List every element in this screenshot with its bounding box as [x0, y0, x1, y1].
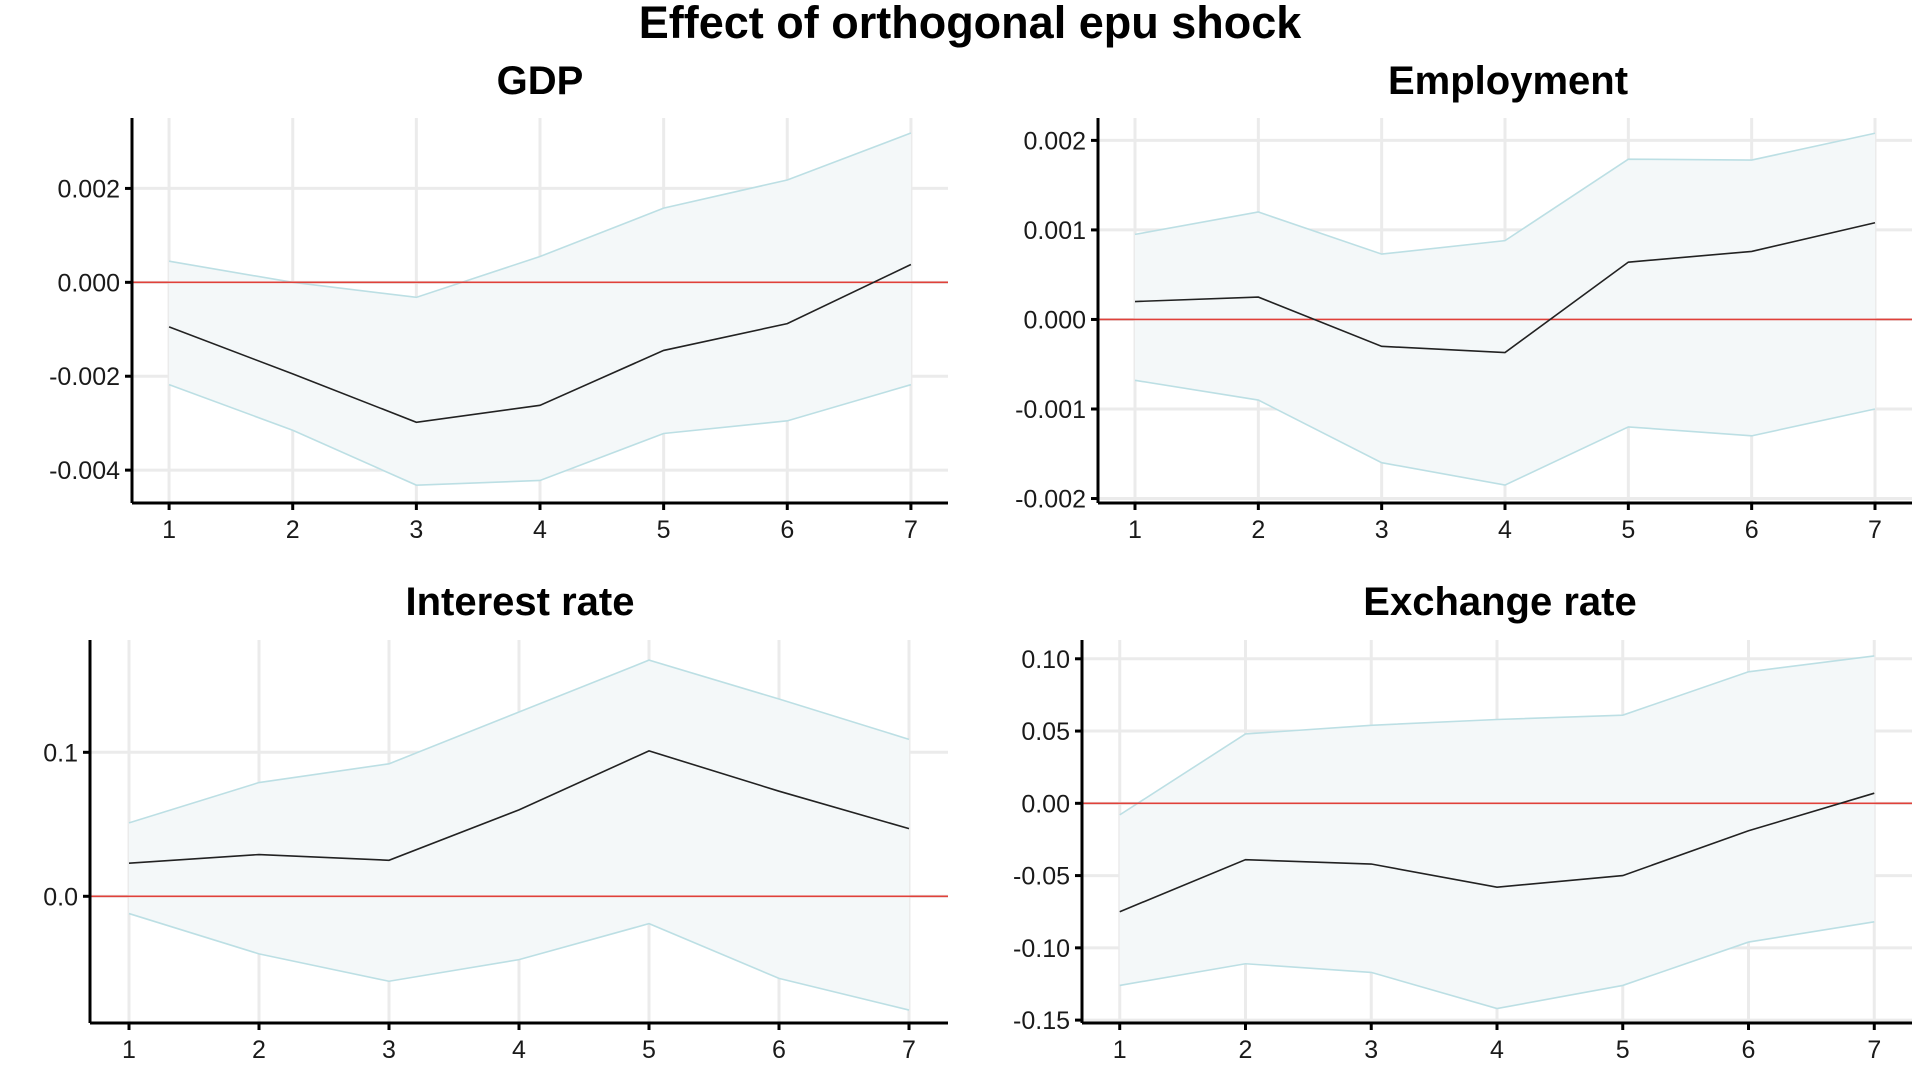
confidence-band: [129, 660, 909, 1011]
x-tick-label: 1: [1113, 1036, 1127, 1064]
x-tick-label: 3: [1375, 516, 1389, 544]
y-tick-label: -0.002: [49, 363, 120, 391]
x-tick-label: 4: [512, 1036, 526, 1064]
y-tick-label: -0.001: [1015, 396, 1086, 424]
band-lower-line: [128, 912, 910, 1011]
x-tick-label: 5: [1621, 516, 1635, 544]
y-tick-label: -0.10: [1013, 935, 1070, 963]
confidence-band: [1135, 133, 1875, 486]
x-tick-label: 2: [1239, 1036, 1253, 1064]
y-tick-label: -0.05: [1013, 863, 1070, 891]
x-tick-label: 6: [1742, 1036, 1756, 1064]
y-tick-label: 0.000: [57, 269, 120, 297]
x-tick-label: 7: [904, 516, 918, 544]
panel-title-interest-rate: Interest rate: [406, 580, 635, 624]
panel-title-employment: Employment: [1388, 59, 1628, 103]
panel-employment: Employment 0.002 0.001 0.000 -0.001 -0.002 1 2…: [1015, 59, 1912, 544]
panel-interest-rate: Interest rate 0.1 0.0 1 2 3 4 5 6 7: [43, 580, 948, 1064]
band-upper-line: [1119, 655, 1875, 816]
irf-line: [128, 750, 910, 864]
x-tick-label: 1: [162, 516, 176, 544]
x-tick-label: 6: [772, 1036, 786, 1064]
x-tick-label: 3: [409, 516, 423, 544]
y-tick-label: -0.004: [49, 457, 120, 485]
band-lower-line: [1119, 921, 1875, 1010]
band-lower-line: [1134, 379, 1876, 486]
y-tick-label: 0.05: [1021, 718, 1070, 746]
y-tick-label: 0.1: [43, 739, 78, 767]
confidence-band: [1119, 655, 1875, 1009]
x-tick-label: 4: [1490, 1036, 1504, 1064]
y-tick-label: 0.00: [1021, 790, 1070, 818]
y-tick-label: 0.0: [43, 883, 78, 911]
x-tick-label: 5: [642, 1036, 656, 1064]
irf-line: [1119, 792, 1875, 913]
x-tick-label: 4: [533, 516, 547, 544]
x-tick-label: 7: [1867, 1036, 1881, 1064]
band-upper-line: [128, 659, 910, 824]
x-tick-label: 5: [657, 516, 671, 544]
band-lower-line: [168, 383, 912, 486]
panel-gdp: GDP 0.002 0.000 -0.002 -0.004 1 2 3 4 5 6 7: [49, 59, 948, 544]
x-tick-label: 2: [286, 516, 300, 544]
irf-line: [168, 263, 912, 424]
band-upper-line: [1134, 132, 1876, 255]
x-tick-label: 4: [1498, 516, 1512, 544]
x-tick-label: 2: [252, 1036, 266, 1064]
confidence-band: [169, 133, 911, 486]
x-tick-label: 6: [780, 516, 794, 544]
panel-title-exchange-rate: Exchange rate: [1363, 580, 1636, 624]
y-tick-label: -0.15: [1013, 1007, 1070, 1035]
irf-line: [1134, 221, 1876, 354]
x-tick-label: 5: [1616, 1036, 1630, 1064]
x-tick-label: 2: [1251, 516, 1265, 544]
figure-title: Effect of orthogonal epu shock: [639, 0, 1302, 48]
x-tick-label: 7: [1868, 516, 1882, 544]
x-tick-label: 6: [1745, 516, 1759, 544]
y-tick-label: -0.002: [1015, 486, 1086, 514]
x-tick-label: 3: [382, 1036, 396, 1064]
y-tick-label: 0.000: [1023, 306, 1086, 334]
x-tick-label: 1: [1128, 516, 1142, 544]
y-tick-label: 0.002: [57, 175, 120, 203]
y-tick-label: 0.10: [1021, 646, 1070, 674]
panel-exchange-rate: Exchange rate 0.10 0.05 0.00 -0.05 -0.10 -0.1…: [1013, 580, 1912, 1064]
y-tick-label: 0.001: [1023, 217, 1086, 245]
x-tick-label: 1: [122, 1036, 136, 1064]
x-tick-label: 3: [1364, 1036, 1378, 1064]
y-tick-label: 0.002: [1023, 127, 1086, 155]
panel-title-gdp: GDP: [497, 59, 584, 103]
x-tick-label: 7: [902, 1036, 916, 1064]
